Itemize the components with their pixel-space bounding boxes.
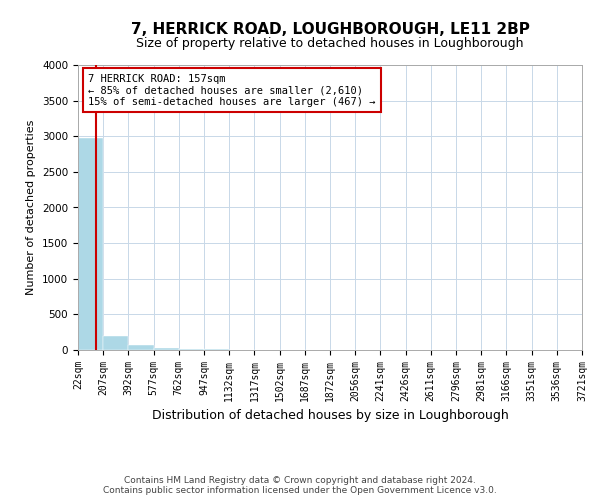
Bar [103, 336, 128, 350]
Bar [179, 349, 204, 350]
Text: Size of property relative to detached houses in Loughborough: Size of property relative to detached ho… [136, 38, 524, 51]
X-axis label: Distribution of detached houses by size in Loughborough: Distribution of detached houses by size … [152, 409, 508, 422]
Bar [78, 138, 103, 350]
Bar [128, 345, 154, 350]
Text: 7, HERRICK ROAD, LOUGHBOROUGH, LE11 2BP: 7, HERRICK ROAD, LOUGHBOROUGH, LE11 2BP [131, 22, 529, 38]
Bar [154, 348, 179, 350]
Text: Contains HM Land Registry data © Crown copyright and database right 2024.
Contai: Contains HM Land Registry data © Crown c… [103, 476, 497, 495]
Y-axis label: Number of detached properties: Number of detached properties [26, 120, 37, 295]
Text: 7 HERRICK ROAD: 157sqm
← 85% of detached houses are smaller (2,610)
15% of semi-: 7 HERRICK ROAD: 157sqm ← 85% of detached… [88, 74, 376, 107]
